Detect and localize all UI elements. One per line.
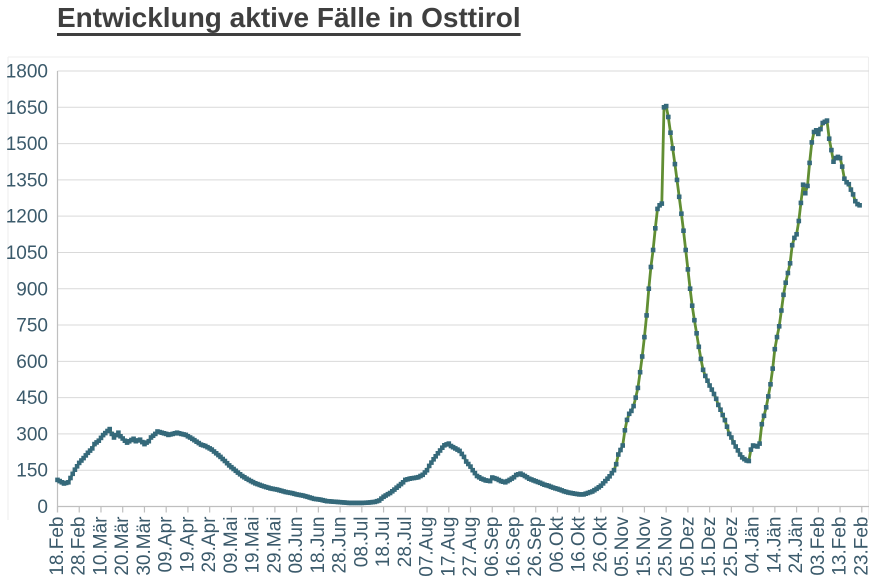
chart-title: Entwicklung aktive Fälle in Osttirol bbox=[57, 2, 521, 33]
x-tick-label: 19.Apr bbox=[177, 516, 198, 573]
x-tick-label: 10.Mär bbox=[90, 516, 111, 576]
y-tick-label: 300 bbox=[16, 424, 48, 445]
x-tick-label: 16.Okt bbox=[569, 516, 590, 573]
x-tick-label: 18.Jun bbox=[308, 517, 329, 574]
x-tick-label: 06.Sep bbox=[482, 517, 503, 577]
y-tick-label: 1200 bbox=[6, 207, 48, 228]
series-line bbox=[56, 104, 861, 505]
x-tick-label: 18.Feb bbox=[47, 517, 68, 576]
y-tick-label: 150 bbox=[16, 461, 48, 482]
y-tick-label: 0 bbox=[37, 497, 48, 518]
gridlines bbox=[57, 70, 869, 471]
x-tick-label: 14.Jän bbox=[764, 517, 785, 574]
x-tick-label: 15.Dez bbox=[699, 517, 720, 577]
x-tick-label: 05.Nov bbox=[612, 516, 633, 577]
x-tick-label: 13.Feb bbox=[830, 517, 851, 576]
x-tick-label: 06.Okt bbox=[547, 516, 568, 573]
x-tick-label: 04.Jän bbox=[743, 517, 764, 574]
y-tick-label: 750 bbox=[16, 316, 48, 337]
x-tick-label: 28.Jul bbox=[395, 517, 416, 568]
x-tick-label: 28.Jun bbox=[330, 517, 351, 574]
y-tick-label: 900 bbox=[16, 279, 48, 300]
x-tick-label: 05.Dez bbox=[677, 517, 698, 577]
x-tick-label: 03.Feb bbox=[808, 517, 829, 576]
x-tick-label: 20.Mär bbox=[112, 516, 133, 576]
x-tick-label: 29.Apr bbox=[199, 516, 220, 573]
x-tick-label: 29.Mai bbox=[264, 517, 285, 574]
x-tick-label: 08.Jun bbox=[286, 517, 307, 574]
y-tick-label: 1650 bbox=[6, 98, 48, 119]
x-tick-label: 17.Aug bbox=[438, 517, 459, 577]
series-markers bbox=[55, 103, 862, 506]
x-tick-label: 15.Nov bbox=[634, 516, 655, 577]
x-tick-label: 23.Feb bbox=[851, 517, 872, 576]
x-tick-label: 09.Apr bbox=[156, 516, 177, 573]
x-tick-label: 25.Nov bbox=[656, 516, 677, 577]
x-tick-label: 30.Mär bbox=[134, 516, 155, 576]
y-tick-label: 1350 bbox=[6, 170, 48, 191]
x-tick-label: 16.Sep bbox=[503, 517, 524, 577]
y-tick-label: 600 bbox=[16, 352, 48, 373]
x-tick-label: 19.Mai bbox=[243, 517, 264, 574]
x-axis-tick-labels: 18.Feb 28.Feb 10.Mär 20.Mär 30.Mär 09.Apr 19.A… bbox=[47, 516, 872, 577]
x-tick-label: 24.Jän bbox=[786, 517, 807, 574]
x-tick-label: 09.Mai bbox=[221, 517, 242, 574]
y-axis-tick-labels: 0 150 300 450 600 750 900 1050 1200 1350 1500 1650 1… bbox=[6, 62, 48, 519]
x-tick-label: 18.Jul bbox=[373, 517, 394, 568]
x-tick-label: 08.Jul bbox=[351, 517, 372, 568]
x-tick-label: 27.Aug bbox=[460, 517, 481, 577]
x-tick-label: 07.Aug bbox=[417, 517, 438, 577]
x-tick-label: 26.Okt bbox=[590, 516, 611, 573]
y-tick-label: 1800 bbox=[6, 62, 48, 83]
y-tick-label: 1500 bbox=[6, 134, 48, 155]
x-tick-label: 25.Dez bbox=[721, 517, 742, 577]
x-tick-label: 28.Feb bbox=[69, 517, 90, 576]
y-tick-label: 1050 bbox=[6, 243, 48, 264]
axis-lines bbox=[56, 71, 869, 513]
x-tick-label: 26.Sep bbox=[525, 517, 546, 577]
y-tick-label: 450 bbox=[16, 388, 48, 409]
